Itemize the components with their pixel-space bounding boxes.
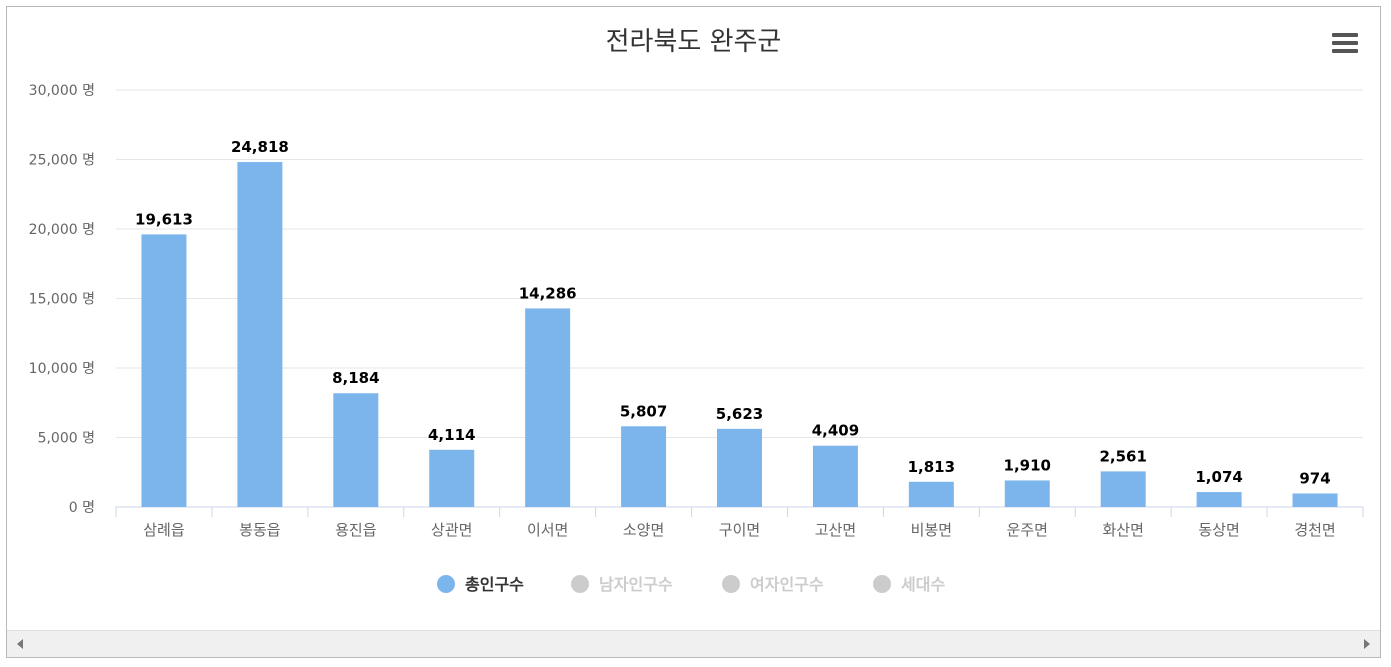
bar[interactable] (621, 426, 667, 507)
data-label: 8,184 (332, 369, 379, 387)
x-tick-label: 동상면 (1198, 521, 1239, 539)
data-label: 2,561 (1099, 447, 1146, 465)
data-label: 974 (1299, 469, 1330, 487)
x-tick-label: 상관면 (431, 521, 472, 539)
legend-marker[interactable] (437, 575, 455, 593)
horizontal-scrollbar[interactable] (7, 630, 1380, 657)
bar[interactable] (908, 481, 954, 507)
data-label: 1,074 (1195, 468, 1242, 486)
x-tick-label: 봉동읍 (239, 521, 280, 539)
chart-container: 전라북도 완주군 (6, 6, 1381, 658)
bar[interactable] (333, 393, 379, 507)
scroll-right-arrow-icon[interactable] (1364, 639, 1370, 649)
chart-title: 전라북도 완주군 (605, 27, 782, 57)
data-label: 5,807 (620, 402, 667, 420)
x-tick-label: 경천면 (1294, 521, 1335, 539)
data-label: 19,613 (135, 210, 193, 228)
y-tick-label: 5,000 명 (38, 431, 95, 447)
y-tick-label: 0 명 (69, 500, 95, 516)
hamburger-menu-icon[interactable] (1332, 33, 1358, 55)
bar[interactable] (717, 428, 762, 507)
x-tick-label: 비봉면 (911, 521, 952, 539)
legend-item-label[interactable]: 세대수 (901, 575, 945, 594)
x-tick-label: 고산면 (815, 521, 856, 539)
data-label: 5,623 (716, 405, 763, 423)
y-tick-label: 15,000 명 (29, 292, 95, 308)
data-label: 1,910 (1004, 456, 1051, 474)
y-tick-label: 25,000 명 (29, 153, 95, 169)
legend-item-label[interactable]: 남자인구수 (599, 575, 673, 594)
bar[interactable] (237, 162, 283, 508)
x-tick-label: 구이면 (719, 521, 760, 539)
x-tick-label: 이서면 (527, 521, 568, 539)
x-tick-label: 삼례읍 (143, 521, 184, 539)
data-label: 4,114 (428, 426, 475, 444)
bar[interactable] (1292, 493, 1338, 507)
legend-marker[interactable] (722, 575, 740, 593)
bar[interactable] (1100, 471, 1146, 507)
data-label: 4,409 (812, 422, 859, 440)
y-tick-label: 30,000 명 (29, 83, 95, 99)
bar[interactable] (1196, 492, 1242, 507)
bar[interactable] (812, 445, 858, 507)
legend-item-label[interactable]: 총인구수 (465, 575, 524, 594)
x-tick-label: 소양면 (623, 521, 664, 539)
legend-marker[interactable] (873, 575, 891, 593)
x-tick-label: 화산면 (1102, 521, 1143, 539)
bar-chart: 0 명 5,000 명 10,000 명 15,000 명 20,000 명 25,000… (29, 83, 1364, 594)
data-label: 24,818 (231, 138, 289, 156)
data-label: 14,286 (519, 284, 577, 302)
bar[interactable] (1004, 480, 1050, 507)
bar[interactable] (141, 234, 187, 507)
y-tick-label: 20,000 명 (29, 222, 95, 238)
bar[interactable] (525, 308, 571, 507)
legend-marker[interactable] (571, 575, 589, 593)
bar[interactable] (429, 449, 475, 507)
x-tick-label: 용진읍 (335, 521, 376, 539)
scroll-left-arrow-icon[interactable] (17, 639, 23, 649)
x-tick-label: 운주면 (1007, 521, 1048, 539)
y-tick-label: 10,000 명 (29, 361, 95, 377)
data-label: 1,813 (908, 458, 955, 476)
legend-item-label[interactable]: 여자인구수 (750, 575, 824, 594)
